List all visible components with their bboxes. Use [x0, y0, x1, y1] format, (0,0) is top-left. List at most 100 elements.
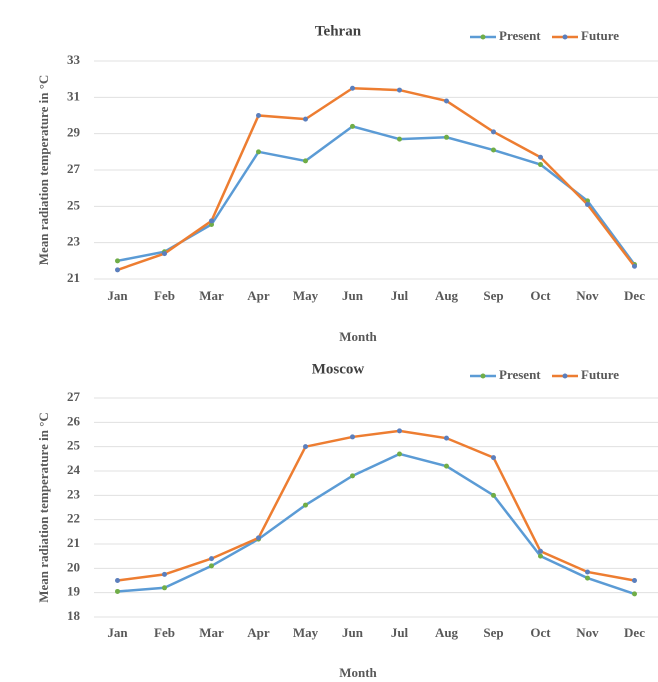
- x-tick-label: Jan: [107, 625, 128, 640]
- data-point: [303, 502, 308, 508]
- y-tick-label: 20: [67, 559, 80, 574]
- data-point: [397, 451, 402, 457]
- data-point: [538, 162, 543, 168]
- data-point: [115, 258, 120, 264]
- y-tick-label: 18: [67, 608, 81, 623]
- chart-title: Moscow: [312, 361, 365, 377]
- data-point: [632, 263, 637, 269]
- x-tick-label: Dec: [624, 288, 645, 303]
- y-tick-label: 26: [67, 413, 81, 428]
- data-point: [491, 455, 496, 461]
- x-axis-label: Month: [339, 329, 377, 344]
- data-point: [538, 548, 543, 554]
- y-axis-label: Mean radiation temperature in °C: [36, 75, 51, 266]
- data-point: [115, 267, 120, 273]
- data-point: [538, 553, 543, 559]
- data-point: [162, 251, 167, 257]
- data-point: [632, 578, 637, 583]
- x-tick-label: Sep: [483, 288, 503, 303]
- x-tick-label: Oct: [530, 625, 551, 640]
- y-tick-label: 24: [67, 462, 81, 477]
- data-point: [209, 556, 214, 562]
- data-point: [303, 444, 308, 450]
- data-point: [350, 473, 355, 479]
- data-point: [256, 535, 261, 541]
- data-point: [303, 158, 308, 164]
- y-tick-label: 22: [67, 511, 80, 526]
- x-tick-label: Dec: [624, 625, 645, 640]
- legend-label: Present: [499, 367, 541, 382]
- x-tick-label: Jul: [391, 625, 409, 640]
- data-point: [585, 569, 590, 575]
- data-point: [350, 85, 355, 91]
- legend-label: Present: [499, 28, 541, 43]
- data-point: [397, 428, 402, 434]
- data-point: [209, 563, 214, 569]
- x-tick-label: Oct: [530, 288, 551, 303]
- data-point: [444, 463, 449, 469]
- y-tick-label: 21: [67, 535, 80, 550]
- data-point: [162, 571, 167, 577]
- data-point: [444, 98, 449, 104]
- x-tick-label: Feb: [154, 288, 175, 303]
- legend-marker: [480, 34, 486, 40]
- x-tick-label: Aug: [435, 625, 459, 640]
- x-tick-label: Nov: [576, 625, 599, 640]
- x-tick-label: May: [293, 625, 319, 640]
- y-tick-label: 33: [67, 52, 81, 67]
- data-point: [491, 129, 496, 135]
- legend-marker: [562, 34, 568, 40]
- x-tick-label: Feb: [154, 625, 175, 640]
- data-point: [632, 591, 637, 597]
- x-tick-label: Sep: [483, 625, 503, 640]
- y-tick-label: 27: [67, 389, 81, 404]
- y-tick-label: 29: [67, 125, 81, 140]
- legend-marker: [562, 373, 568, 379]
- y-tick-label: 25: [67, 438, 81, 453]
- x-tick-label: Mar: [199, 288, 224, 303]
- series-line: [117, 86, 636, 272]
- series-line: [117, 125, 636, 266]
- x-tick-label: Aug: [435, 288, 459, 303]
- x-tick-label: Apr: [247, 288, 270, 303]
- x-tick-label: Mar: [199, 625, 224, 640]
- legend-marker: [480, 373, 486, 379]
- y-axis-label: Mean radiation temperature in °C: [36, 412, 51, 603]
- chart-title: Tehran: [315, 23, 362, 39]
- series-line: [117, 452, 635, 596]
- legend-label: Future: [581, 28, 619, 43]
- data-point: [209, 218, 214, 224]
- y-tick-label: 23: [67, 486, 81, 501]
- data-point: [162, 585, 167, 591]
- data-point: [256, 149, 261, 155]
- y-tick-label: 21: [67, 270, 80, 285]
- x-tick-label: Nov: [576, 288, 599, 303]
- data-point: [444, 435, 449, 441]
- y-tick-label: 27: [67, 161, 81, 176]
- legend-label: Future: [581, 367, 619, 382]
- data-point: [538, 154, 543, 160]
- x-axis-label: Month: [339, 665, 377, 680]
- data-point: [256, 113, 261, 118]
- x-tick-label: Jan: [107, 288, 128, 303]
- data-point: [491, 492, 496, 498]
- x-tick-label: Apr: [247, 625, 270, 640]
- x-tick-label: May: [293, 288, 319, 303]
- x-tick-label: Jun: [342, 288, 364, 303]
- y-tick-label: 31: [67, 88, 80, 103]
- data-point: [444, 134, 449, 140]
- data-point: [397, 136, 402, 142]
- x-tick-label: Jul: [391, 288, 409, 303]
- data-point: [491, 147, 496, 153]
- y-tick-label: 25: [67, 197, 81, 212]
- data-point: [350, 434, 355, 440]
- data-point: [397, 87, 402, 93]
- y-tick-label: 23: [67, 234, 81, 249]
- series-line: [117, 429, 635, 582]
- data-point: [585, 575, 590, 581]
- data-point: [585, 202, 590, 208]
- data-point: [115, 588, 120, 594]
- data-point: [115, 578, 120, 583]
- y-tick-label: 19: [67, 584, 81, 599]
